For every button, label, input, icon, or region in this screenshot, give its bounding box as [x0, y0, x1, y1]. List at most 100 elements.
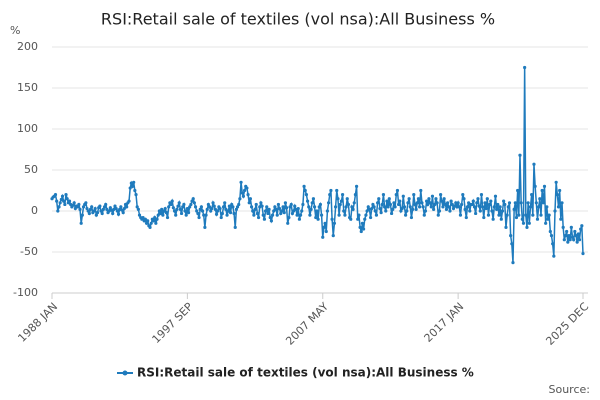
- point: [60, 194, 65, 198]
- point: [219, 215, 223, 220]
- point: [497, 213, 501, 217]
- point: [448, 209, 452, 213]
- point: [189, 202, 193, 207]
- point: [514, 215, 519, 220]
- point: [475, 201, 479, 205]
- point: [314, 215, 318, 220]
- point: [349, 217, 353, 221]
- point: [172, 209, 177, 213]
- point: [270, 213, 275, 217]
- point: [137, 213, 142, 217]
- point: [398, 199, 402, 203]
- point: [440, 199, 444, 203]
- point: [247, 201, 251, 205]
- point: [158, 211, 163, 216]
- point: [259, 201, 263, 205]
- point: [146, 219, 150, 223]
- point: [558, 188, 562, 193]
- point: [218, 206, 222, 211]
- point: [330, 217, 334, 221]
- point: [197, 215, 201, 220]
- point: [186, 211, 191, 215]
- point: [394, 193, 398, 197]
- point: [56, 209, 60, 213]
- point: [287, 215, 291, 220]
- point: [372, 205, 376, 209]
- point: [496, 202, 500, 207]
- point: [318, 202, 323, 207]
- point: [232, 211, 236, 216]
- point: [323, 221, 327, 225]
- point: [426, 202, 430, 207]
- point: [414, 207, 418, 211]
- point: [559, 217, 563, 221]
- point: [361, 227, 366, 231]
- point: [409, 215, 414, 220]
- point: [537, 205, 541, 209]
- point: [234, 207, 238, 211]
- point: [433, 202, 437, 207]
- point: [209, 209, 213, 213]
- point: [573, 229, 577, 234]
- point: [252, 213, 256, 217]
- point: [342, 209, 346, 213]
- point: [435, 201, 439, 205]
- point: [263, 209, 268, 213]
- point: [230, 202, 234, 207]
- point: [351, 207, 355, 211]
- point: [188, 205, 192, 209]
- legend-label: RSI:Retail sale of textiles (vol nsa):Al…: [137, 366, 474, 380]
- point: [297, 217, 302, 221]
- x-tick-label: 1997 SEP: [150, 300, 196, 346]
- point: [504, 225, 508, 229]
- point: [481, 205, 485, 209]
- point: [443, 202, 447, 207]
- point: [365, 209, 369, 213]
- point: [390, 211, 394, 216]
- point: [565, 229, 569, 234]
- point: [185, 206, 189, 211]
- point: [359, 229, 363, 234]
- point: [527, 221, 531, 225]
- point: [512, 207, 516, 211]
- point: [141, 215, 145, 220]
- point: [151, 219, 156, 223]
- point: [356, 217, 360, 221]
- point: [116, 212, 121, 216]
- point: [371, 202, 375, 207]
- point: [420, 201, 424, 205]
- point: [404, 213, 408, 217]
- point: [516, 188, 520, 193]
- point: [387, 197, 391, 201]
- point: [520, 217, 524, 221]
- point: [429, 205, 433, 209]
- point: [421, 205, 425, 209]
- point: [510, 242, 514, 246]
- point: [272, 209, 276, 213]
- point: [144, 221, 149, 225]
- point: [423, 209, 428, 213]
- point: [568, 238, 572, 242]
- point: [231, 205, 235, 209]
- point: [505, 213, 509, 217]
- point: [478, 209, 482, 213]
- point: [408, 205, 412, 209]
- y-tick-label: 0: [31, 204, 38, 217]
- point: [531, 213, 535, 217]
- point: [477, 204, 481, 208]
- point: [210, 206, 214, 211]
- point: [98, 204, 102, 208]
- point: [284, 206, 289, 210]
- point: [206, 202, 210, 207]
- point: [450, 202, 454, 207]
- point: [576, 232, 580, 236]
- point: [339, 199, 344, 203]
- point: [133, 188, 137, 193]
- point: [181, 205, 185, 209]
- point: [338, 202, 342, 207]
- point: [523, 65, 527, 70]
- point: [262, 217, 266, 221]
- point: [428, 201, 432, 205]
- point: [437, 209, 442, 213]
- point: [503, 202, 507, 207]
